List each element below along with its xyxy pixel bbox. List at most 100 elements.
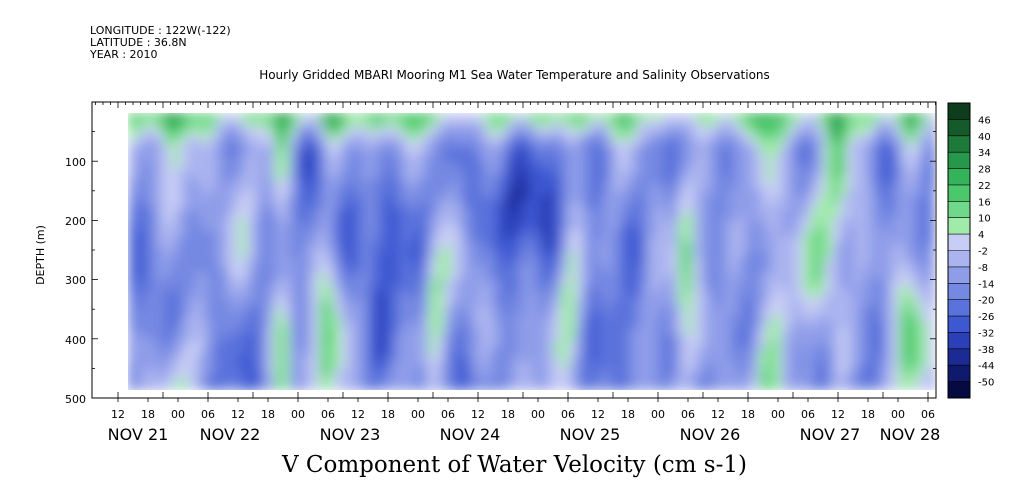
heatmap-cell bbox=[370, 230, 379, 239]
heatmap-cell bbox=[384, 299, 393, 308]
heatmap-cell bbox=[172, 265, 180, 273]
heatmap-cell bbox=[289, 376, 298, 384]
heatmap-cell bbox=[480, 175, 489, 183]
heatmap-cell bbox=[465, 119, 474, 128]
heatmap-cell bbox=[311, 258, 320, 266]
heatmap-cell bbox=[648, 168, 657, 176]
heatmap-cell bbox=[736, 182, 745, 190]
heatmap-cell bbox=[890, 265, 899, 273]
heatmap-cell bbox=[355, 369, 364, 377]
heatmap-cell bbox=[744, 265, 753, 273]
heatmap-cell bbox=[788, 147, 797, 156]
heatmap-cell bbox=[839, 306, 848, 315]
heatmap-cell bbox=[656, 306, 665, 315]
heatmap-cell bbox=[898, 383, 907, 390]
heatmap-cell bbox=[604, 286, 613, 294]
heatmap-cell bbox=[414, 306, 423, 315]
heatmap-cell bbox=[480, 251, 489, 260]
heatmap-cell bbox=[318, 334, 327, 343]
heatmap-cell bbox=[817, 313, 826, 322]
heatmap-cell bbox=[538, 286, 547, 294]
heatmap-cell bbox=[370, 306, 379, 315]
heatmap-cell bbox=[157, 244, 166, 253]
heatmap-cell bbox=[898, 237, 907, 246]
heatmap-cell bbox=[920, 216, 929, 225]
heatmap-cell bbox=[516, 299, 525, 308]
heatmap-cell bbox=[179, 140, 188, 149]
heatmap-cell bbox=[604, 119, 613, 128]
heatmap-cell bbox=[722, 258, 731, 266]
heatmap-cell bbox=[128, 355, 136, 363]
heatmap-cell bbox=[428, 327, 437, 336]
heatmap-cell bbox=[692, 175, 701, 183]
heatmap-cell bbox=[626, 230, 635, 239]
heatmap-cell bbox=[318, 286, 327, 294]
heatmap-cell bbox=[421, 119, 430, 128]
heatmap-cell bbox=[920, 369, 929, 377]
heatmap-cell bbox=[876, 306, 885, 315]
heatmap-cell bbox=[905, 175, 914, 183]
heatmap-cell bbox=[392, 341, 401, 350]
heatmap-cell bbox=[443, 341, 452, 350]
heatmap-cell bbox=[582, 258, 591, 266]
heatmap-cell bbox=[348, 119, 357, 128]
heatmap-cell bbox=[634, 383, 643, 390]
heatmap-cell bbox=[311, 362, 320, 370]
heatmap-cell bbox=[619, 133, 628, 142]
heatmap-cell bbox=[436, 154, 445, 163]
heatmap-cell bbox=[267, 216, 276, 225]
heatmap-cell bbox=[311, 272, 320, 280]
heatmap-cell bbox=[326, 244, 335, 253]
heatmap-cell bbox=[612, 140, 621, 149]
heatmap-cell bbox=[722, 348, 731, 356]
heatmap-cell bbox=[502, 327, 511, 336]
heatmap-cell bbox=[406, 341, 415, 350]
heatmap-cell bbox=[597, 119, 606, 128]
heatmap-cell bbox=[780, 362, 789, 370]
heatmap-cell bbox=[722, 161, 731, 169]
heatmap-cell bbox=[883, 182, 892, 190]
heatmap-cell bbox=[648, 341, 657, 350]
heatmap-cell bbox=[333, 133, 342, 142]
heatmap-cell bbox=[641, 313, 650, 322]
heatmap-cell bbox=[480, 279, 489, 287]
heatmap-cell bbox=[223, 161, 232, 169]
heatmap-cell bbox=[634, 313, 643, 322]
heatmap-cell bbox=[480, 244, 489, 253]
heatmap-cell bbox=[736, 376, 745, 384]
heatmap-cell bbox=[883, 113, 892, 121]
heatmap-cell bbox=[436, 251, 445, 260]
heatmap-cell bbox=[692, 230, 701, 239]
heatmap-cell bbox=[729, 182, 738, 190]
heatmap-cell bbox=[282, 355, 290, 363]
heatmap-cell bbox=[810, 175, 819, 183]
heatmap-cell bbox=[546, 161, 555, 169]
heatmap-cell bbox=[722, 203, 731, 211]
heatmap-cell bbox=[546, 313, 555, 322]
heatmap-cell bbox=[927, 244, 935, 253]
heatmap-cell bbox=[428, 168, 437, 176]
heatmap-cell bbox=[722, 230, 731, 239]
heatmap-cell bbox=[333, 272, 342, 280]
heatmap-cell bbox=[516, 237, 525, 246]
heatmap-cell bbox=[164, 313, 173, 322]
heatmap-cell bbox=[421, 126, 430, 135]
heatmap-cell bbox=[179, 320, 188, 329]
heatmap-cell bbox=[634, 286, 643, 294]
heatmap-cell bbox=[626, 113, 635, 121]
heatmap-cell bbox=[524, 182, 533, 190]
heatmap-cell bbox=[817, 286, 826, 294]
heatmap-cell bbox=[172, 293, 180, 301]
heatmap-cell bbox=[854, 209, 863, 218]
heatmap-cell bbox=[311, 133, 320, 142]
heatmap-cell bbox=[135, 376, 144, 384]
heatmap-cell bbox=[524, 161, 533, 169]
heatmap-cell bbox=[333, 355, 342, 363]
heatmap-cell bbox=[502, 237, 511, 246]
heatmap-cell bbox=[876, 348, 885, 356]
heatmap-cell bbox=[619, 126, 628, 135]
heatmap-cell bbox=[700, 320, 709, 329]
heatmap-cell bbox=[494, 258, 503, 266]
heatmap-cell bbox=[685, 355, 694, 363]
heatmap-cell bbox=[399, 355, 408, 363]
